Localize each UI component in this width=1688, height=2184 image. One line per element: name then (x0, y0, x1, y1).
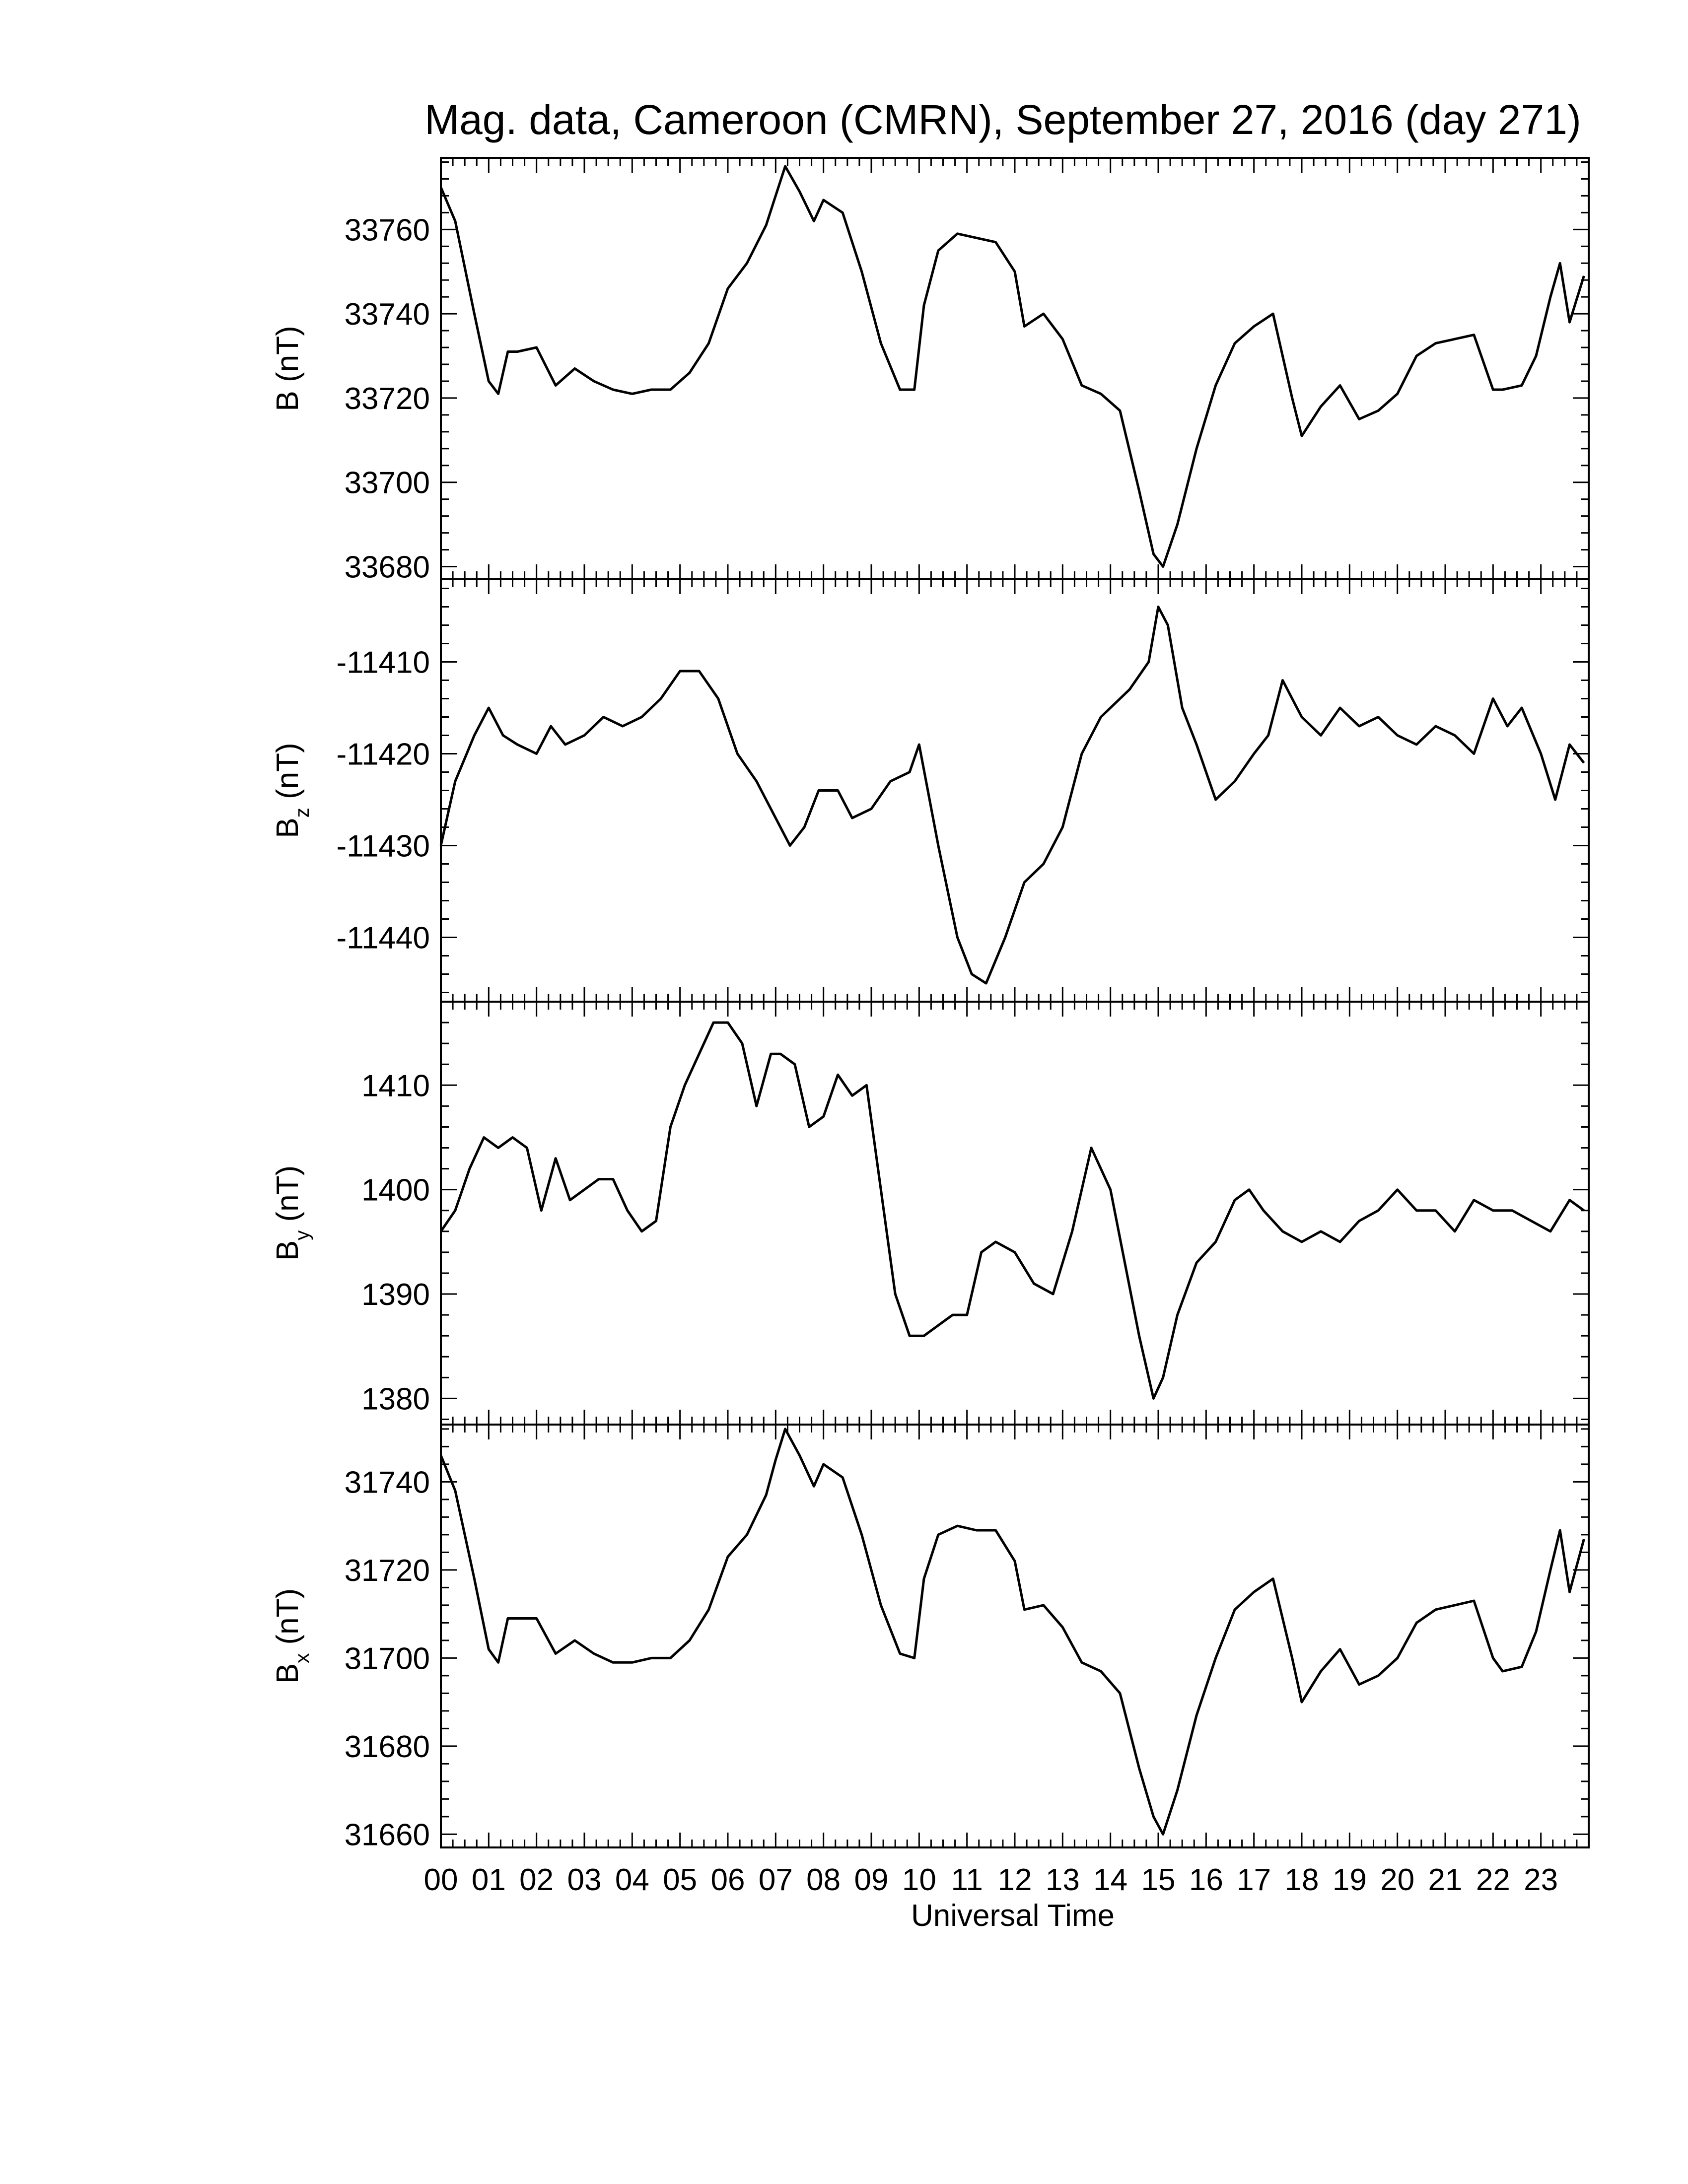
plot-frame (440, 1001, 1590, 1426)
y-tick-label: 1400 (361, 1173, 430, 1208)
y-tick-label: 33680 (345, 550, 430, 585)
y-tick-label: 1380 (361, 1382, 430, 1416)
series-line-2 (439, 606, 1585, 985)
plot-frame (440, 157, 1590, 580)
x-tick-label: 06 (711, 1863, 745, 1897)
plot-frame (440, 578, 1590, 1003)
plot-frame (440, 1424, 1590, 1848)
x-tick-label: 16 (1189, 1863, 1223, 1897)
x-tick-label: 18 (1285, 1863, 1319, 1897)
series-line-1 (439, 165, 1585, 568)
y-tick-label: 1390 (361, 1278, 430, 1312)
x-tick-label: 23 (1524, 1863, 1558, 1897)
x-tick-label: 00 (424, 1863, 458, 1897)
panel-4: 31660 31680 31700 31720 31740 Bx (nT) (271, 1424, 1590, 1852)
panel-1: 33680 33700 33720 33740 33760 B (nT) (271, 157, 1590, 585)
x-tick-label: 14 (1093, 1863, 1127, 1897)
y-tick-label: 33720 (345, 382, 430, 416)
y-axis-label: Bx (nT) (271, 1588, 313, 1684)
x-axis-label: Universal Time (911, 1899, 1115, 1933)
y-tick-label: -11440 (337, 921, 430, 956)
y-axis-label: B (nT) (271, 326, 305, 411)
x-tick-labels: 00 01 02 03 04 05 06 07 08 09 10 11 12 13 14 15 16 17 18 19… (424, 1863, 1558, 1897)
series-line-4 (439, 1428, 1585, 1836)
y-tick-label: 31700 (345, 1641, 430, 1676)
x-tick-label: 11 (951, 1863, 983, 1897)
x-tick-label: 02 (519, 1863, 554, 1897)
x-tick-label: 03 (567, 1863, 602, 1897)
y-tick-label: 33760 (345, 213, 430, 247)
y-tick-label: 31740 (345, 1465, 430, 1500)
x-tick-label: 05 (663, 1863, 697, 1897)
series-line-3 (439, 1021, 1585, 1400)
x-tick-label: 17 (1237, 1863, 1271, 1897)
x-tick-label: 01 (472, 1863, 506, 1897)
panel-3: 1380 1390 1400 1410 By (nT) (271, 1001, 1590, 1426)
x-tick-label: 19 (1333, 1863, 1367, 1897)
y-tick-label: -11420 (337, 738, 430, 772)
x-tick-label: 20 (1380, 1863, 1414, 1897)
y-tick-label: 31720 (345, 1554, 430, 1588)
x-tick-label: 08 (806, 1863, 841, 1897)
x-tick-label: 09 (854, 1863, 889, 1897)
y-axis-label: By (nT) (271, 1165, 313, 1261)
x-tick-label: 12 (998, 1863, 1032, 1897)
chart-title: Mag. data, Cameroon (CMRN), September 27… (424, 96, 1581, 143)
x-tick-label: 10 (902, 1863, 936, 1897)
y-tick-label: -11410 (337, 646, 430, 680)
y-tick-label: 1410 (361, 1069, 430, 1103)
y-tick-label: 31680 (345, 1730, 430, 1764)
x-tick-label: 15 (1141, 1863, 1176, 1897)
y-tick-label: 33700 (345, 466, 430, 500)
panel-2: -11440 -11430 -11420 -11410 Bz (nT) (271, 578, 1590, 1003)
x-tick-label: 04 (615, 1863, 649, 1897)
y-tick-label: 33740 (345, 297, 430, 332)
y-tick-label: -11430 (337, 829, 430, 864)
x-tick-label: 21 (1428, 1863, 1463, 1897)
y-tick-label: 31660 (345, 1818, 430, 1852)
y-axis-label: Bz (nT) (271, 743, 313, 838)
x-tick-label: 07 (759, 1863, 793, 1897)
x-tick-label: 13 (1046, 1863, 1080, 1897)
x-tick-label: 22 (1476, 1863, 1510, 1897)
